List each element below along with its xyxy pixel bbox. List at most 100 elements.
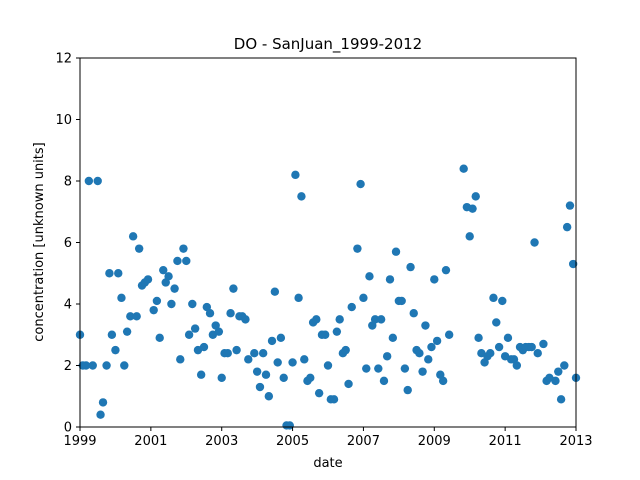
data-point xyxy=(132,312,141,321)
data-point xyxy=(232,345,241,355)
y-tick-label: 2 xyxy=(64,359,72,374)
data-point xyxy=(176,355,185,364)
data-point xyxy=(341,345,350,355)
data-point xyxy=(512,361,522,370)
data-point xyxy=(102,361,111,370)
data-point xyxy=(492,318,501,327)
data-point xyxy=(382,352,392,361)
data-point xyxy=(498,296,507,306)
data-point xyxy=(471,192,480,201)
data-point xyxy=(329,395,339,404)
data-point xyxy=(539,339,548,349)
data-point xyxy=(415,349,424,358)
y-tick-label: 10 xyxy=(55,113,72,128)
x-tick-label: 2013 xyxy=(559,434,592,449)
data-point xyxy=(229,284,238,293)
data-point xyxy=(459,164,468,173)
data-point xyxy=(273,358,282,367)
data-point xyxy=(199,342,209,352)
data-point xyxy=(441,265,451,275)
data-point xyxy=(370,315,380,324)
data-point xyxy=(359,293,368,303)
data-point xyxy=(244,355,253,364)
x-tick-label: 2001 xyxy=(134,434,167,449)
data-point xyxy=(400,364,410,373)
data-point xyxy=(465,232,474,241)
data-point xyxy=(155,333,164,343)
data-point xyxy=(149,305,158,315)
data-point xyxy=(93,176,102,186)
data-point xyxy=(261,370,271,379)
data-point xyxy=(279,373,288,382)
data-point xyxy=(196,370,206,379)
x-tick-label: 2007 xyxy=(347,434,380,449)
data-point xyxy=(152,296,162,306)
data-point xyxy=(288,358,297,367)
data-point xyxy=(323,361,333,370)
data-point xyxy=(527,342,536,352)
plot-frame xyxy=(79,57,577,428)
data-point xyxy=(306,373,315,382)
x-tick-label: 1999 xyxy=(63,434,96,449)
y-tick-label: 4 xyxy=(64,298,72,313)
data-point xyxy=(468,204,477,213)
data-point xyxy=(554,367,563,376)
data-point xyxy=(226,309,235,318)
data-point xyxy=(285,421,294,430)
data-point xyxy=(486,349,495,358)
data-point xyxy=(167,299,176,309)
data-point xyxy=(223,349,232,358)
x-axis: 1999 2001 2003 2005 2007 2009 2011 2013 xyxy=(63,427,593,449)
data-point xyxy=(250,349,259,358)
data-point xyxy=(530,238,539,247)
data-point xyxy=(562,222,572,232)
data-point xyxy=(353,244,362,253)
data-point xyxy=(391,247,401,256)
data-point xyxy=(551,376,560,386)
data-point xyxy=(255,382,265,392)
data-point xyxy=(489,293,498,303)
data-point xyxy=(374,364,383,373)
data-point xyxy=(173,256,182,266)
data-point xyxy=(241,315,250,324)
data-point xyxy=(84,176,94,186)
y-tick-label: 12 xyxy=(55,52,72,67)
data-point xyxy=(432,336,442,346)
data-point xyxy=(294,293,303,303)
data-point xyxy=(418,367,427,376)
x-tick-label: 2011 xyxy=(489,434,522,449)
data-point xyxy=(421,321,430,330)
data-point xyxy=(182,256,191,266)
data-point xyxy=(214,327,224,336)
data-point xyxy=(111,345,120,355)
data-point xyxy=(533,349,542,358)
data-point xyxy=(217,373,226,382)
data-point xyxy=(126,312,135,321)
data-point xyxy=(565,201,575,210)
data-point xyxy=(159,265,168,275)
y-tick-label: 0 xyxy=(64,421,72,436)
data-point xyxy=(314,388,324,398)
data-point xyxy=(267,336,277,346)
data-point xyxy=(379,376,389,386)
data-point xyxy=(474,333,483,343)
data-point xyxy=(312,315,321,324)
data-point xyxy=(430,275,439,284)
data-point xyxy=(205,309,215,318)
data-point xyxy=(270,287,280,296)
data-point xyxy=(297,192,306,201)
data-point xyxy=(344,379,353,389)
data-point xyxy=(264,392,274,401)
data-point xyxy=(332,327,342,336)
data-point xyxy=(81,361,91,370)
data-point xyxy=(122,327,132,336)
data-point xyxy=(88,361,97,370)
x-axis-label: date xyxy=(313,456,342,471)
chart-title: DO - SanJuan_1999-2012 xyxy=(234,35,422,54)
points-layer xyxy=(75,164,581,430)
data-point xyxy=(424,355,433,364)
x-tick-label: 2009 xyxy=(418,434,451,449)
data-point xyxy=(388,333,398,343)
data-point xyxy=(406,262,415,272)
